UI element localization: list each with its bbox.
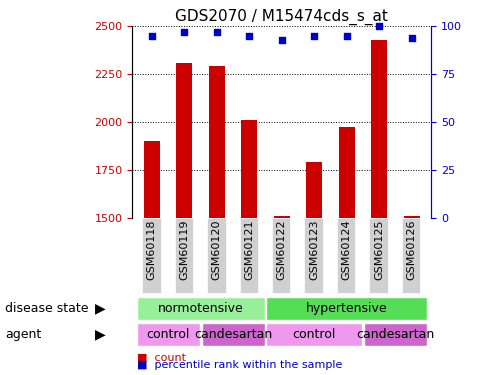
Text: candesartan: candesartan bbox=[194, 328, 272, 341]
Text: disease state: disease state bbox=[5, 302, 88, 315]
Bar bbox=[209, 66, 225, 375]
Bar bbox=[144, 141, 160, 375]
Bar bbox=[273, 216, 290, 375]
Text: GSM60124: GSM60124 bbox=[342, 220, 352, 280]
Text: control: control bbox=[147, 328, 190, 341]
Text: normotensive: normotensive bbox=[158, 302, 244, 315]
Point bbox=[245, 33, 253, 39]
FancyBboxPatch shape bbox=[267, 297, 427, 320]
Bar bbox=[176, 63, 193, 375]
FancyBboxPatch shape bbox=[201, 324, 265, 346]
Bar bbox=[241, 120, 257, 375]
Point bbox=[180, 29, 188, 35]
Text: ▶: ▶ bbox=[95, 328, 105, 342]
FancyBboxPatch shape bbox=[337, 218, 356, 294]
FancyBboxPatch shape bbox=[402, 218, 421, 294]
Bar bbox=[306, 162, 322, 375]
FancyBboxPatch shape bbox=[267, 324, 362, 346]
Text: control: control bbox=[293, 328, 336, 341]
Text: candesartan: candesartan bbox=[356, 328, 435, 341]
FancyBboxPatch shape bbox=[272, 218, 292, 294]
Text: GSM60125: GSM60125 bbox=[374, 220, 384, 280]
Text: ■  percentile rank within the sample: ■ percentile rank within the sample bbox=[137, 360, 343, 370]
FancyBboxPatch shape bbox=[369, 218, 389, 294]
FancyBboxPatch shape bbox=[137, 324, 199, 346]
Text: GSM60123: GSM60123 bbox=[309, 220, 319, 280]
Text: GSM60121: GSM60121 bbox=[244, 220, 254, 280]
Text: ▶: ▶ bbox=[95, 302, 105, 315]
FancyBboxPatch shape bbox=[364, 324, 427, 346]
Point bbox=[343, 33, 351, 39]
Bar bbox=[404, 216, 420, 375]
Point bbox=[278, 37, 286, 43]
Text: hypertensive: hypertensive bbox=[306, 302, 388, 315]
Text: GSM60122: GSM60122 bbox=[277, 220, 287, 280]
Point bbox=[375, 23, 383, 29]
Point bbox=[148, 33, 156, 39]
Text: GSM60119: GSM60119 bbox=[179, 220, 189, 280]
FancyBboxPatch shape bbox=[174, 218, 194, 294]
Point bbox=[213, 29, 220, 35]
Point bbox=[408, 35, 416, 41]
Point bbox=[310, 33, 318, 39]
Title: GDS2070 / M15474cds_s_at: GDS2070 / M15474cds_s_at bbox=[175, 9, 388, 25]
Text: GSM60118: GSM60118 bbox=[147, 220, 157, 280]
Bar bbox=[339, 127, 355, 375]
Text: GSM60120: GSM60120 bbox=[212, 220, 222, 280]
Text: ■  count: ■ count bbox=[137, 352, 186, 363]
FancyBboxPatch shape bbox=[142, 218, 162, 294]
Text: GSM60126: GSM60126 bbox=[407, 220, 416, 280]
Bar bbox=[371, 40, 387, 375]
Text: agent: agent bbox=[5, 328, 41, 341]
FancyBboxPatch shape bbox=[137, 297, 265, 320]
FancyBboxPatch shape bbox=[207, 218, 226, 294]
FancyBboxPatch shape bbox=[240, 218, 259, 294]
FancyBboxPatch shape bbox=[304, 218, 324, 294]
